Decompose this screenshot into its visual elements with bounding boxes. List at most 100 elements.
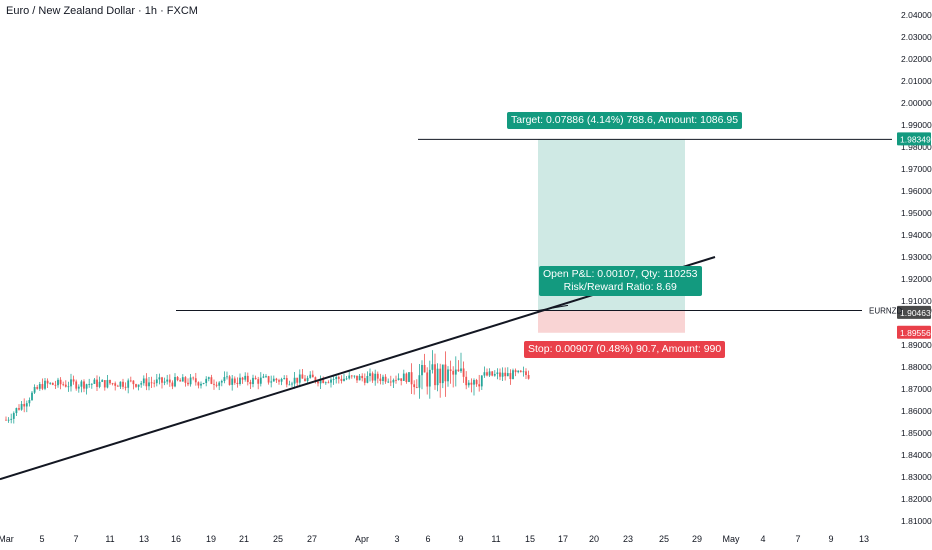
candle xyxy=(137,384,140,391)
price-tick-label: 2.04000 xyxy=(901,10,932,20)
candle xyxy=(358,374,361,381)
stop-zone xyxy=(538,310,685,333)
candle xyxy=(496,368,499,380)
candle xyxy=(18,404,20,411)
time-tick-label: 6 xyxy=(425,534,430,544)
chart-title: Euro / New Zealand Dollar · 1h · FXCM xyxy=(6,5,198,17)
candle xyxy=(340,375,343,384)
candle xyxy=(324,381,327,385)
candle xyxy=(36,385,39,390)
candle xyxy=(192,376,195,381)
candle xyxy=(249,379,252,389)
time-tick-label: 21 xyxy=(239,534,249,544)
time-tick-label: Mar xyxy=(0,534,14,544)
candle xyxy=(179,378,182,382)
candle xyxy=(356,375,358,383)
price-tick-label: 1.85000 xyxy=(901,428,932,438)
candle xyxy=(88,378,91,388)
candle xyxy=(12,411,15,424)
time-tick-label: 16 xyxy=(171,534,181,544)
svg-text:1.98349: 1.98349 xyxy=(900,134,931,144)
candle xyxy=(309,371,312,379)
price-tick-label: 1.81000 xyxy=(901,516,932,526)
candle xyxy=(428,360,431,399)
time-tick-label: 19 xyxy=(206,534,216,544)
candle xyxy=(465,371,468,390)
candle xyxy=(392,378,395,389)
candle xyxy=(10,413,13,424)
time-tick-label: 27 xyxy=(307,534,317,544)
candle xyxy=(519,369,522,373)
candle xyxy=(475,378,478,387)
candle xyxy=(478,374,481,392)
candle xyxy=(460,352,462,374)
time-tick-label: 9 xyxy=(458,534,463,544)
candle xyxy=(426,367,429,395)
candle xyxy=(174,373,176,388)
price-tick-label: 1.88000 xyxy=(901,362,932,372)
candle xyxy=(447,366,449,387)
time-tick-label: 17 xyxy=(558,534,568,544)
candle xyxy=(23,398,26,413)
target-label: Target: 0.07886 (4.14%) 788.6, Amount: 1… xyxy=(507,112,743,130)
candle xyxy=(59,377,62,390)
candle xyxy=(122,378,124,390)
stop-price-tag: 1.89556 xyxy=(897,325,931,339)
time-tick-label: 23 xyxy=(623,534,633,544)
candle xyxy=(491,371,494,377)
candle xyxy=(332,375,335,385)
time-tick-label: 11 xyxy=(105,534,114,544)
time-tick-label: 3 xyxy=(394,534,399,544)
candle xyxy=(514,368,517,377)
candle xyxy=(85,383,88,395)
candle xyxy=(288,380,291,386)
candle xyxy=(119,381,122,390)
time-tick-label: May xyxy=(722,534,740,544)
candle xyxy=(527,370,530,380)
time-tick-label: 11 xyxy=(491,534,500,544)
open-pnl-label: Open P&L: 0.00107, Qty: 110253 Risk/Rewa… xyxy=(539,266,702,297)
candle xyxy=(413,380,416,395)
candle xyxy=(512,368,514,380)
candle xyxy=(246,372,249,386)
candle xyxy=(213,379,215,390)
candle xyxy=(397,373,400,381)
candle xyxy=(83,379,85,393)
candle xyxy=(241,376,244,384)
candle xyxy=(103,379,106,391)
time-axis[interactable]: Mar 5 7 11 13 16 19 21 25 27 Apr 3 6 9 11 15 17 20 23 25 29 M… xyxy=(0,534,869,544)
candle xyxy=(257,376,260,390)
price-axis[interactable]: 2.04000 2.03000 2.02000 2.01000 2.00000 1.990… xyxy=(869,10,932,526)
candle xyxy=(501,367,504,381)
candle xyxy=(376,371,379,384)
time-tick-label: 25 xyxy=(659,534,669,544)
candle xyxy=(343,373,345,382)
candle xyxy=(54,380,57,390)
candle xyxy=(38,381,41,391)
candle xyxy=(525,368,527,380)
candle xyxy=(408,372,410,383)
candle xyxy=(28,397,31,407)
candle xyxy=(470,378,473,393)
candle xyxy=(467,380,470,388)
candle xyxy=(132,380,135,390)
candle xyxy=(228,375,231,386)
position-zones xyxy=(538,139,685,333)
time-tick-label: 13 xyxy=(139,534,149,544)
candle xyxy=(181,374,184,382)
time-tick-label: 4 xyxy=(760,534,765,544)
candle xyxy=(226,371,228,380)
candle xyxy=(267,375,270,385)
candle xyxy=(335,374,338,384)
candle xyxy=(434,353,436,390)
candle xyxy=(93,378,96,385)
candle xyxy=(327,380,330,384)
candle xyxy=(51,382,54,386)
candle xyxy=(67,381,70,392)
candle xyxy=(215,381,218,388)
candle xyxy=(337,375,340,384)
candle xyxy=(200,381,202,389)
candle xyxy=(25,400,28,413)
candle xyxy=(197,381,200,389)
